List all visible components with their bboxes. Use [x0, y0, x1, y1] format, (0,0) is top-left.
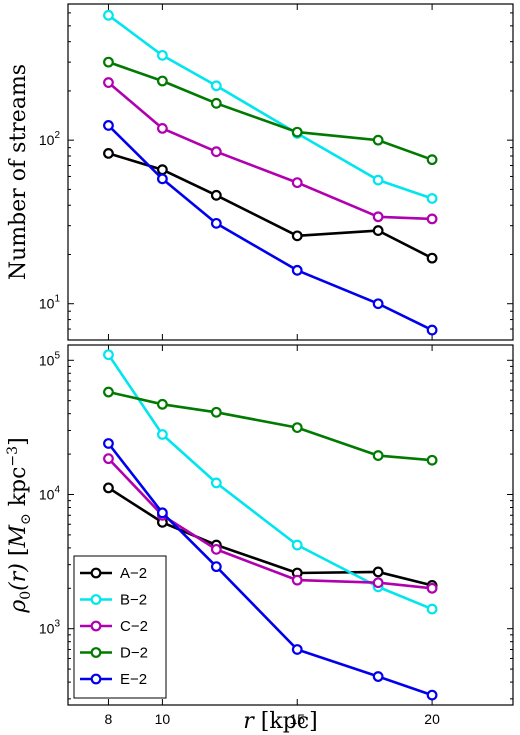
top-data-point	[156, 123, 168, 134]
x-axis-label: r [kpc]	[243, 709, 317, 734]
y-tick-label: 102	[39, 130, 61, 148]
top-data-point	[103, 56, 114, 68]
top-data-point	[426, 193, 438, 204]
y-tick-label: 103	[39, 619, 61, 637]
bottom-plot-frame	[67, 344, 514, 706]
bottom-y-axis-label: ρ0(r) [M⊙ kpc−3]	[5, 437, 34, 613]
top-data-point	[372, 174, 384, 186]
bottom-data-point	[210, 543, 222, 555]
top-data-point	[103, 120, 114, 131]
legend-entry-label: B−2	[120, 592, 147, 609]
top-data-point	[291, 230, 303, 242]
top-panel-streams: 101 102 Number of streams	[6, 3, 514, 341]
bottom-data-point	[210, 561, 222, 573]
top-series-line	[107, 81, 433, 221]
bottom-data-point	[372, 577, 384, 589]
x-tick-label: 8	[105, 711, 113, 727]
bottom-data-point	[426, 582, 438, 594]
top-data-point	[291, 177, 303, 189]
top-data-point	[156, 164, 168, 176]
top-data-point	[210, 146, 222, 158]
x-tick-label: 15	[289, 711, 305, 727]
bottom-data-point	[103, 349, 114, 361]
top-data-point	[372, 298, 384, 310]
top-data-point	[426, 324, 438, 336]
top-data-point	[210, 217, 222, 229]
top-data-point	[210, 80, 222, 92]
top-data-point	[156, 173, 168, 185]
bottom-data-point	[291, 574, 303, 586]
top-data-point	[156, 49, 168, 61]
x-tick-label: 20	[424, 711, 440, 727]
legend-entry-label: C−2	[120, 618, 148, 635]
bottom-data-point	[372, 566, 384, 578]
top-data-point	[372, 134, 384, 146]
bottom-data-point	[156, 507, 168, 519]
bottom-data-point	[103, 438, 114, 449]
bottom-data-point	[210, 477, 222, 489]
bottom-data-point	[291, 644, 303, 655]
top-data-point	[156, 75, 168, 87]
top-data-point	[103, 147, 114, 159]
x-tick-label: 10	[155, 711, 171, 727]
legend-marker	[90, 673, 102, 685]
legend-entry-label: D−2	[120, 645, 148, 662]
bottom-data-point	[210, 406, 222, 418]
bottom-data-point	[291, 539, 303, 551]
top-data-point	[210, 189, 222, 201]
top-data-point	[103, 77, 114, 88]
bottom-data-point	[291, 422, 303, 434]
top-data-point	[426, 252, 438, 264]
bottom-data-point	[103, 386, 114, 398]
legend-marker	[90, 647, 102, 658]
legend: A−2 B−2 C−2 D−2 E−2	[73, 555, 167, 699]
top-series-line	[107, 124, 433, 332]
bottom-series-line	[107, 442, 433, 697]
bottom-series-line	[107, 353, 433, 611]
top-y-axis-label: Number of streams	[6, 64, 31, 280]
top-data-point	[291, 264, 303, 276]
top-data-point	[103, 9, 114, 21]
bottom-data-point	[372, 671, 384, 682]
bottom-data-point	[372, 450, 384, 461]
legend-marker	[90, 594, 102, 605]
top-data-point	[210, 97, 222, 109]
y-tick-label: 105	[39, 350, 61, 368]
bottom-data-point	[156, 398, 168, 410]
top-series-line	[107, 14, 433, 200]
bottom-data-point	[103, 453, 114, 465]
legend-marker	[90, 620, 102, 632]
y-tick-label: 101	[39, 294, 61, 312]
top-data-point	[372, 225, 384, 236]
top-series-line	[108, 152, 433, 260]
bottom-series-line	[108, 390, 433, 462]
legend-entry-label: A−2	[120, 565, 147, 582]
bottom-data-point	[426, 689, 438, 701]
bottom-series-line	[107, 486, 433, 587]
top-plot-frame	[67, 3, 514, 341]
legend-marker	[90, 567, 102, 579]
top-data-point	[426, 213, 438, 225]
legend-entry-label: E−2	[120, 671, 147, 688]
bottom-series-line	[107, 457, 433, 590]
bottom-data-point	[103, 482, 114, 494]
bottom-data-point	[426, 603, 438, 615]
top-data-point	[426, 154, 438, 166]
bottom-panel-density: 8 10 15 20 103 104 105 ρ0(r) [M⊙ kpc−3] r [kpc] A…	[5, 344, 514, 734]
top-series-line	[108, 60, 433, 161]
top-data-point	[291, 126, 303, 138]
bottom-data-point	[156, 429, 168, 440]
top-data-point	[372, 211, 384, 223]
bottom-data-point	[426, 454, 438, 466]
y-tick-label: 104	[39, 484, 61, 502]
